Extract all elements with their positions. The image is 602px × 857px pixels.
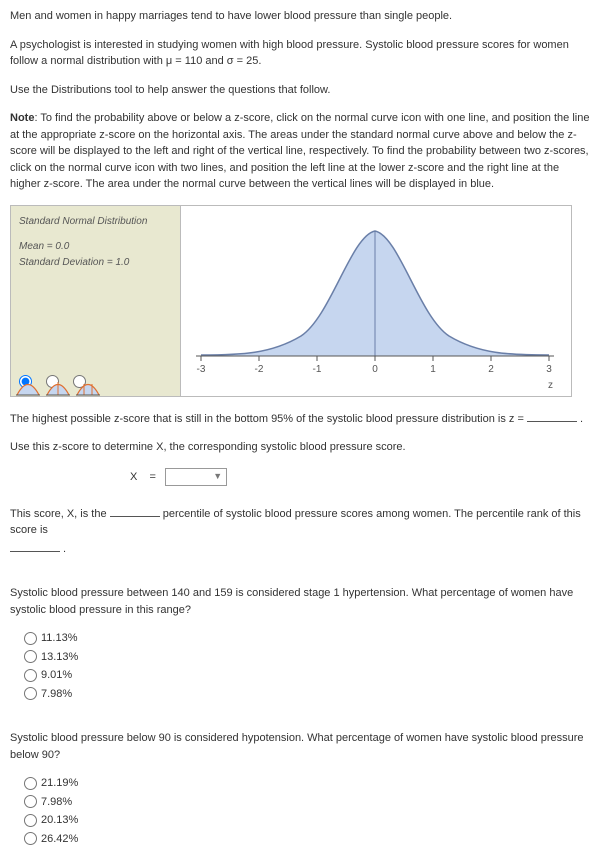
opt-s1-1[interactable]: [24, 650, 37, 663]
curve-one-line-icon[interactable]: [45, 380, 71, 398]
tool-sidebar: Standard Normal Distribution Mean = 0.0 …: [11, 206, 181, 396]
options-hypo: 21.19% 7.98% 20.13% 26.42%: [24, 775, 592, 847]
opt-s1-2-label: 9.01%: [41, 667, 72, 684]
note-paragraph: Note: To find the probability above or b…: [10, 110, 592, 193]
blank-zscore[interactable]: [527, 409, 577, 422]
opt-hy-1-label: 7.98%: [41, 794, 72, 811]
opt-s1-0[interactable]: [24, 632, 37, 645]
opt-hy-0-label: 21.19%: [41, 775, 78, 792]
distribution-tool: Standard Normal Distribution Mean = 0.0 …: [10, 205, 572, 397]
svg-text:-1: -1: [313, 364, 322, 375]
blank-rank[interactable]: [10, 539, 60, 552]
opt-s1-3[interactable]: [24, 687, 37, 700]
svg-text:1: 1: [430, 364, 436, 375]
note-text: : To find the probability above or below…: [10, 112, 589, 190]
question-use-z: Use this z-score to determine X, the cor…: [10, 439, 592, 456]
opt-s1-0-label: 11.13%: [41, 630, 78, 647]
question-percentile: This score, X, is the percentile of syst…: [10, 504, 592, 558]
svg-text:0: 0: [372, 364, 378, 375]
x-equals-label: X =: [130, 470, 156, 482]
sd-label: Standard Deviation = 1.0: [19, 255, 172, 271]
chart-panel[interactable]: -3 -2 -1 0 1 2 3 z: [181, 206, 571, 396]
svg-text:-3: -3: [197, 364, 206, 375]
axis-label: z: [548, 380, 553, 391]
opt-hy-3-label: 26.42%: [41, 831, 78, 848]
intro-1: Men and women in happy marriages tend to…: [10, 8, 592, 25]
x-value-dropdown[interactable]: [165, 468, 227, 486]
question-hypo: Systolic blood pressure below 90 is cons…: [10, 730, 592, 763]
q-zscore-text: The highest possible z-score that is sti…: [10, 413, 527, 425]
mean-label: Mean = 0.0: [19, 239, 172, 255]
opt-hy-0[interactable]: [24, 777, 37, 790]
opt-hy-2-label: 20.13%: [41, 812, 78, 829]
options-stage1: 11.13% 13.13% 9.01% 7.98%: [24, 630, 592, 702]
x-equals-row: X =: [10, 468, 592, 486]
question-stage1: Systolic blood pressure between 140 and …: [10, 585, 592, 618]
tool-title: Standard Normal Distribution: [19, 214, 172, 229]
opt-hy-2[interactable]: [24, 814, 37, 827]
note-label: Note: [10, 112, 34, 124]
svg-text:2: 2: [488, 364, 494, 375]
axis-ticks: -3 -2 -1 0 1 2 3: [197, 356, 553, 375]
svg-text:3: 3: [546, 364, 552, 375]
opt-hy-3[interactable]: [24, 832, 37, 845]
opt-s1-1-label: 13.13%: [41, 649, 78, 666]
svg-text:-2: -2: [255, 364, 264, 375]
intro-3: Use the Distributions tool to help answe…: [10, 82, 592, 99]
opt-hy-1[interactable]: [24, 795, 37, 808]
curve-two-line-icon[interactable]: [75, 380, 101, 398]
curve-plain-icon[interactable]: [15, 380, 41, 398]
question-zscore: The highest possible z-score that is sti…: [10, 409, 592, 428]
normal-curve-chart: -3 -2 -1 0 1 2 3 z: [181, 206, 569, 394]
opt-s1-2[interactable]: [24, 669, 37, 682]
opt-s1-3-label: 7.98%: [41, 686, 72, 703]
mode-icon-row: [15, 380, 101, 398]
intro-2: A psychologist is interested in studying…: [10, 37, 592, 70]
blank-percentile[interactable]: [110, 504, 160, 517]
